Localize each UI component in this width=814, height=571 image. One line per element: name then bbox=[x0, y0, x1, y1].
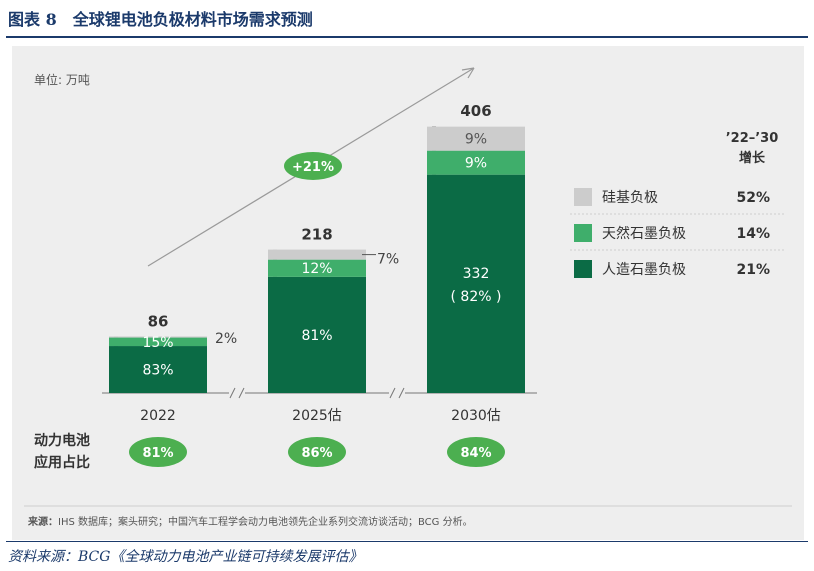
legend-label: 天然石墨负极 bbox=[602, 225, 686, 242]
ev-share-value: 86% bbox=[301, 446, 332, 461]
legend-label: 硅基负极 bbox=[602, 189, 658, 206]
ev-share-badge bbox=[447, 437, 505, 467]
legend-swatch-natural-graphite bbox=[574, 224, 592, 242]
share-row-label: 动力电池 bbox=[34, 432, 90, 449]
data-label: 83% bbox=[142, 363, 173, 379]
data-label: 9% bbox=[465, 156, 487, 172]
footnote: 来源：IHS 数据库；案头研究；中国汽车工程学会动力电池领先企业系列交流访谈活动… bbox=[27, 515, 473, 528]
bar-segment-silicon-anode bbox=[109, 336, 207, 338]
data-label: 7% bbox=[377, 252, 399, 268]
growth-badge-label: +21% bbox=[292, 160, 334, 175]
cagr-header: ’22–’30 bbox=[726, 131, 779, 146]
bar-total-label: 86 bbox=[148, 312, 169, 330]
bar-total-label: 218 bbox=[301, 226, 332, 244]
axis-break-2-gap bbox=[389, 389, 405, 397]
title-rule bbox=[6, 36, 808, 38]
data-label: 81% bbox=[301, 328, 332, 344]
cagr-header: 增长 bbox=[739, 150, 766, 166]
data-label: 12% bbox=[301, 261, 332, 277]
source-rule bbox=[6, 541, 808, 542]
growth-arrow-head bbox=[461, 67, 475, 79]
footnote-source-text: IHS 数据库；案头研究；中国汽车工程学会动力电池领先企业系列交流访谈活动；BC… bbox=[58, 515, 473, 528]
bar-segment-natural-graphite bbox=[109, 337, 207, 347]
axis-break-2 bbox=[389, 387, 405, 399]
legend-swatch-synthetic-graphite bbox=[574, 260, 592, 278]
data-label: 15% bbox=[142, 335, 173, 351]
axis-break-1 bbox=[229, 387, 245, 399]
source-text: 资料来源：BCG《全球动力电池产业链可持续发展评估》 bbox=[8, 549, 363, 565]
ev-share-badge bbox=[129, 437, 187, 467]
legend-label: 人造石墨负极 bbox=[602, 262, 686, 278]
category-label: 2025估 bbox=[292, 408, 342, 424]
bar-segment-silicon-anode bbox=[427, 126, 525, 151]
ev-share-badge bbox=[288, 437, 346, 467]
legend-swatch-silicon-anode bbox=[574, 188, 592, 206]
ev-share-value: 81% bbox=[142, 446, 173, 461]
category-label: 2022 bbox=[140, 408, 176, 424]
bar-segment-synthetic-graphite bbox=[268, 276, 366, 393]
category-label: 2030估 bbox=[451, 408, 501, 424]
bar-total-label: 406 bbox=[460, 102, 491, 120]
cagr-value: 52% bbox=[736, 190, 770, 206]
data-label: 2% bbox=[215, 331, 237, 347]
growth-badge bbox=[284, 152, 342, 180]
footnote-source-label: 来源： bbox=[27, 515, 58, 528]
bar-segment-natural-graphite bbox=[268, 259, 366, 277]
bar-segment-synthetic-graphite bbox=[427, 174, 525, 393]
share-row-label: 应用占比 bbox=[34, 454, 90, 471]
ev-share-value: 84% bbox=[460, 446, 491, 461]
axis-break-1-gap bbox=[229, 389, 245, 397]
cagr-value: 21% bbox=[736, 262, 770, 278]
figure-title: 图表 8 全球锂电池负极材料市场需求预测 bbox=[8, 10, 313, 29]
bar-segment-synthetic-graphite bbox=[109, 346, 207, 393]
bar-segment-silicon-anode bbox=[268, 249, 366, 260]
bar-segment-natural-graphite bbox=[427, 150, 525, 175]
chart-panel: 单位: 万吨 +21% 86 2022 218 2025估 406 2030估 83% 81% 33… bbox=[12, 46, 804, 540]
data-label: 9% bbox=[465, 132, 487, 148]
data-label: 332 bbox=[463, 266, 490, 282]
cagr-value: 14% bbox=[736, 226, 770, 242]
unit-label: 单位: 万吨 bbox=[34, 72, 90, 87]
data-label: ( 82% ) bbox=[451, 289, 502, 305]
chart-svg: 单位: 万吨 +21% 86 2022 218 2025估 406 2030估 83% 81% 33… bbox=[24, 67, 792, 528]
